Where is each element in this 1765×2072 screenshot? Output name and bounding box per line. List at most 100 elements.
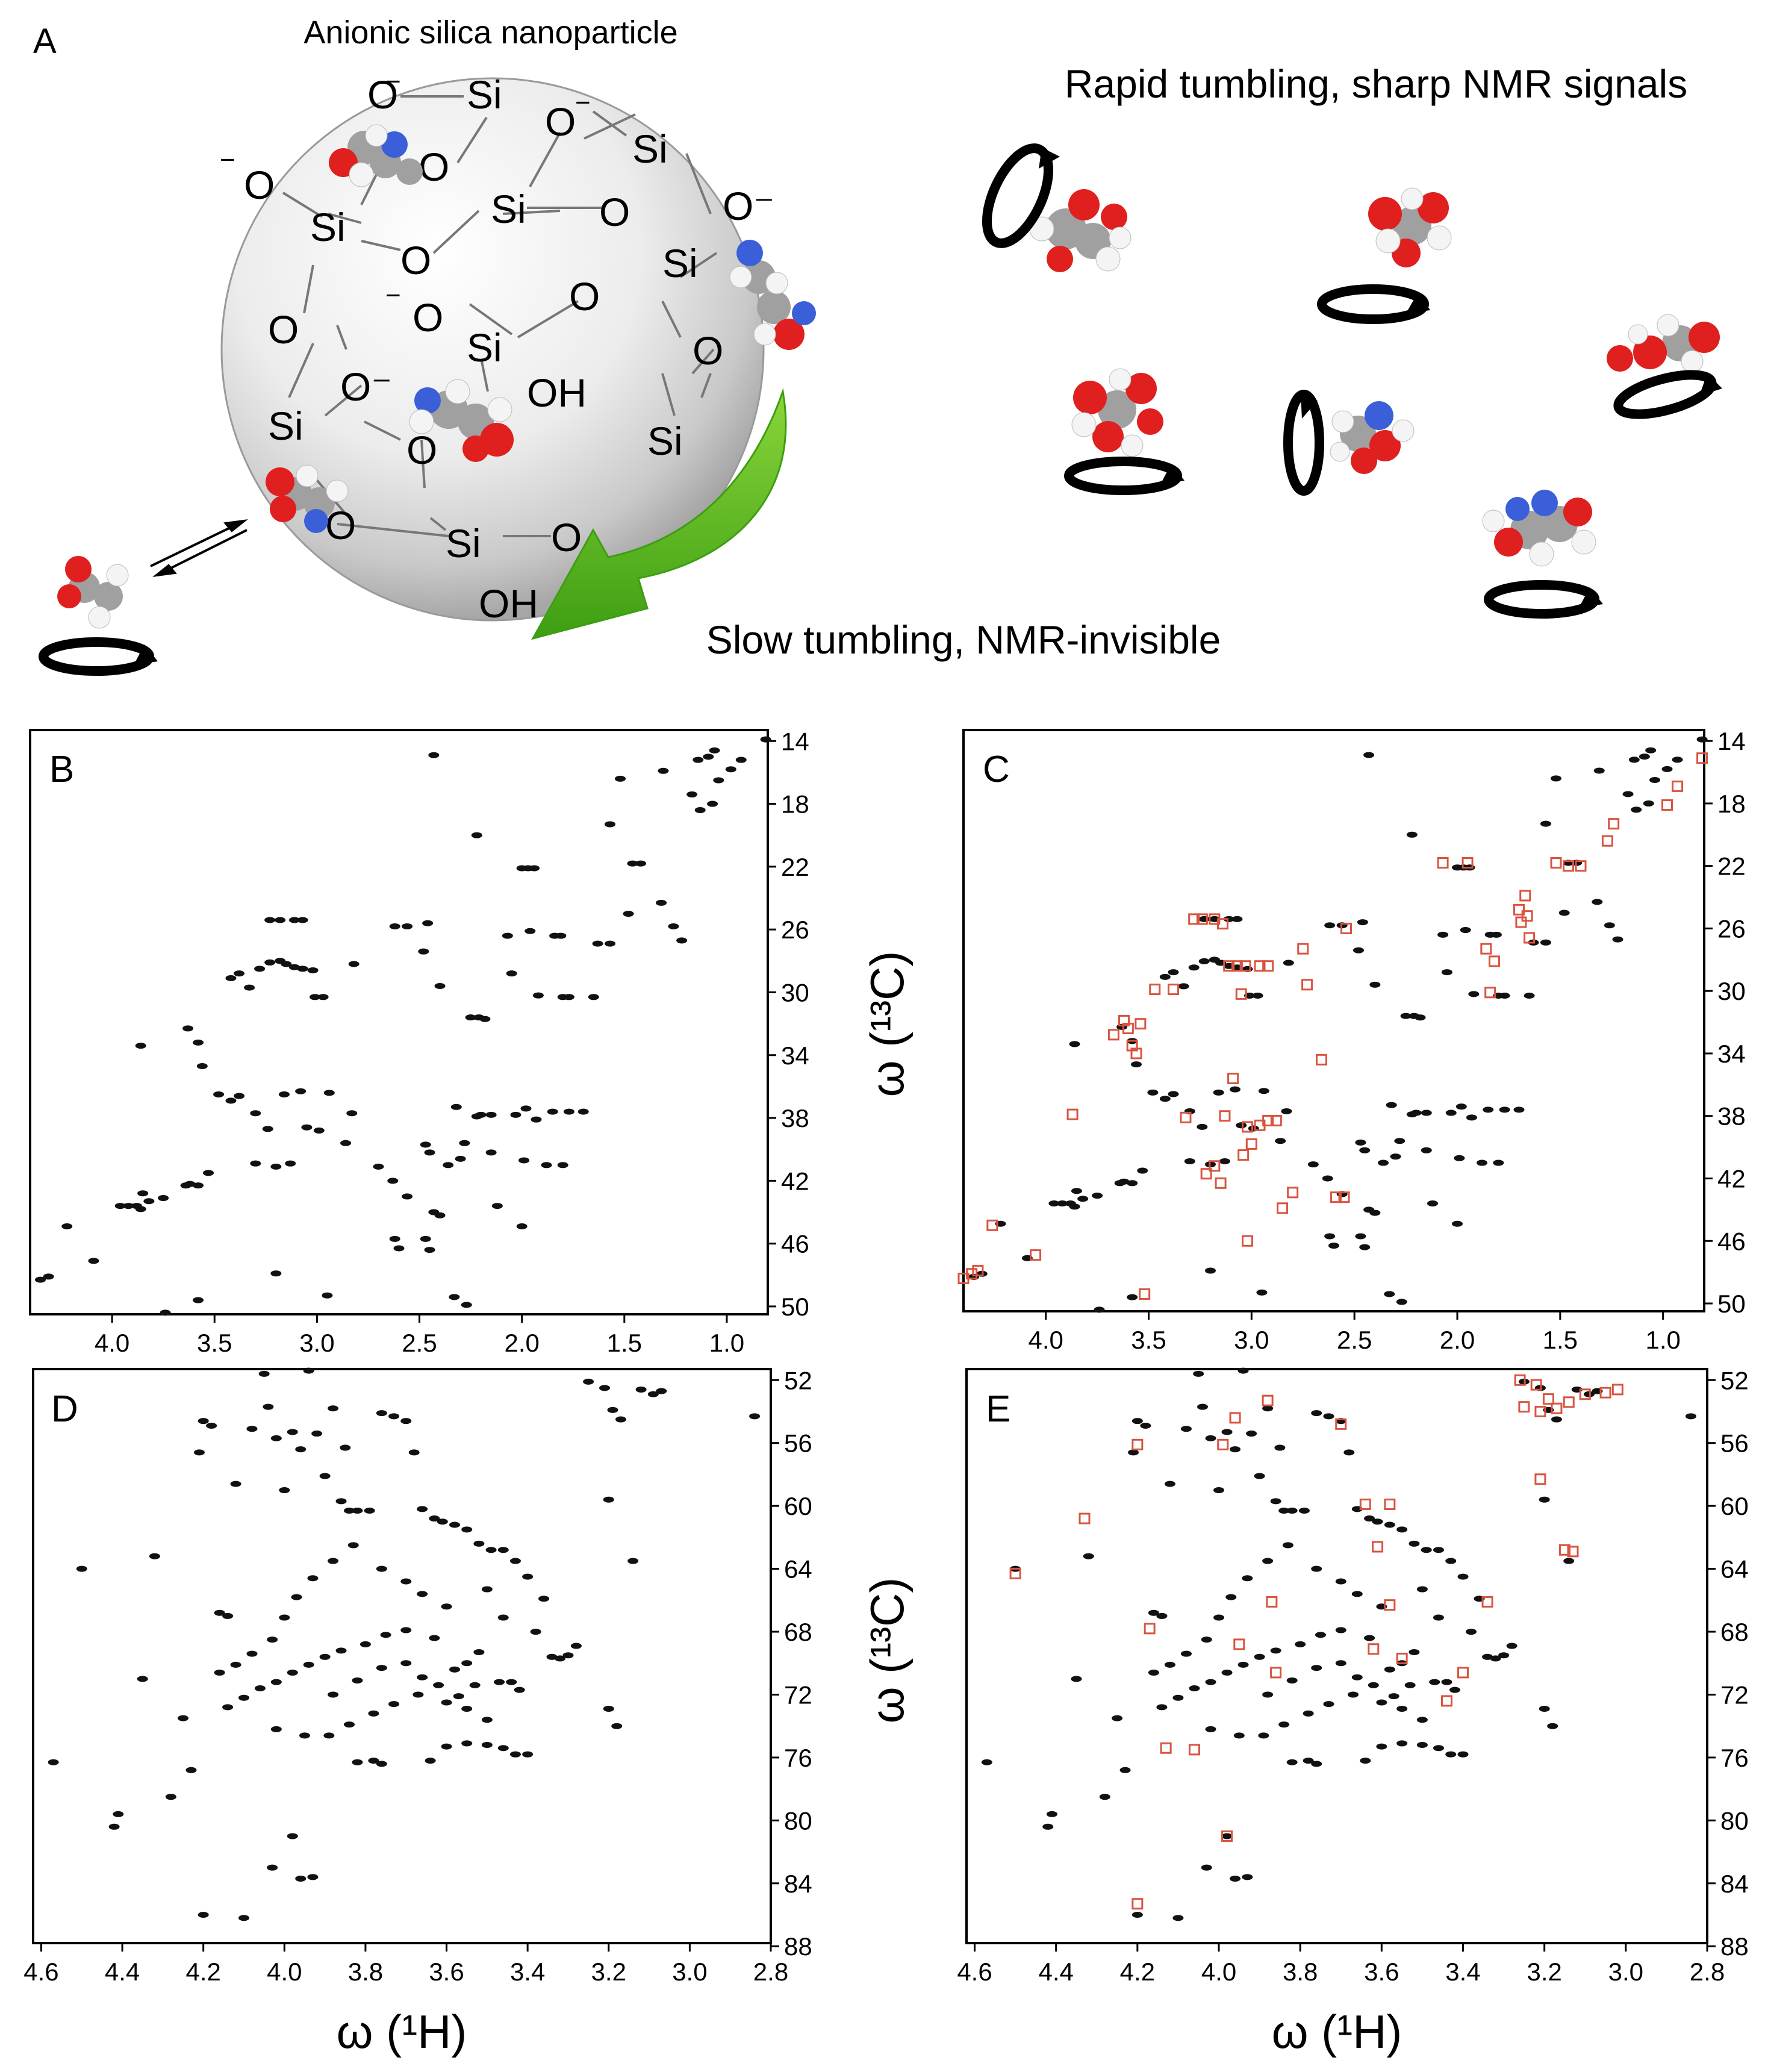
y-tick-label: 42 xyxy=(1717,1165,1746,1193)
nmr-peak xyxy=(291,1594,302,1600)
nmr-peak xyxy=(1262,1558,1274,1564)
nmr-peak xyxy=(1298,1507,1310,1514)
atom-o: O xyxy=(545,99,576,144)
atom-o: O xyxy=(412,295,443,340)
nmr-peak xyxy=(1242,1874,1253,1880)
nmr-peak xyxy=(234,970,245,977)
nmr-peak xyxy=(1311,1665,1322,1671)
nmr-peak xyxy=(424,1149,435,1156)
nmr-peak xyxy=(1180,1650,1192,1657)
equilibrium-arrows-icon xyxy=(150,519,248,577)
panel-b-frame xyxy=(29,729,769,1315)
nmr-peak xyxy=(48,1759,59,1765)
nmr-peak xyxy=(510,1111,521,1118)
nmr-peak xyxy=(149,1553,160,1559)
nmr-peak xyxy=(1696,736,1708,743)
nmr-peak xyxy=(1335,1627,1346,1634)
nmr-peak xyxy=(279,1487,290,1494)
nmr-peak xyxy=(449,1294,460,1300)
assigned-reference-square xyxy=(1514,1374,1526,1386)
assigned-reference-square xyxy=(1301,979,1313,991)
nmr-peak xyxy=(244,984,255,991)
nmr-peak xyxy=(497,1614,509,1621)
nmr-peak xyxy=(473,1540,485,1547)
nmr-peak xyxy=(481,1717,493,1723)
nmr-peak xyxy=(1490,1655,1501,1662)
nmr-peak xyxy=(258,1370,270,1377)
nmr-peak xyxy=(1128,1449,1139,1456)
nmr-peak xyxy=(599,1385,611,1391)
nmr-peak xyxy=(417,1506,428,1512)
atom-o: O xyxy=(569,274,600,319)
nmr-peak xyxy=(449,1666,460,1673)
nmr-peak xyxy=(603,1496,614,1503)
nmr-peak xyxy=(1069,1203,1080,1210)
nmr-peak xyxy=(461,1740,473,1747)
nmr-peak xyxy=(1230,1446,1241,1453)
assigned-reference-square xyxy=(1480,943,1492,955)
assigned-reference-square xyxy=(1340,922,1352,934)
assigned-reference-square xyxy=(1262,1115,1274,1127)
atom-oh: OH xyxy=(527,370,587,415)
nmr-peak xyxy=(1156,1612,1168,1619)
assigned-reference-square xyxy=(1200,1168,1212,1180)
nmr-peak xyxy=(311,1431,323,1437)
nmr-peak xyxy=(238,1694,249,1701)
assigned-reference-square xyxy=(1672,780,1684,792)
nmr-peak xyxy=(1429,1679,1440,1685)
bound-molecule-right xyxy=(729,240,816,350)
panel-d-chart: D 4.6 4.4 4.2 4.0 3.8 3.6 3.4 3.2 3.0 2.8 52 56 60 64… xyxy=(23,1366,812,1986)
nmr-peak xyxy=(615,775,626,782)
nmr-peak xyxy=(531,1116,542,1123)
assigned-reference-square xyxy=(1368,1643,1380,1655)
nmr-peak xyxy=(627,860,638,867)
assigned-reference-square xyxy=(1599,1387,1611,1399)
panel-label-a: A xyxy=(33,22,57,61)
nmr-peak xyxy=(441,1699,452,1706)
assigned-reference-square xyxy=(1233,1638,1245,1650)
free-molecule-4 xyxy=(1071,368,1163,457)
assigned-reference-square xyxy=(1130,1047,1142,1059)
nmr-peak xyxy=(485,1111,497,1118)
nmr-peak xyxy=(570,1643,582,1649)
atom-oh: OH xyxy=(479,581,538,626)
nmr-peak xyxy=(307,967,319,973)
nmr-peak xyxy=(1539,1705,1550,1712)
nmr-peak xyxy=(1482,1653,1493,1660)
nmr-peak xyxy=(1335,1578,1346,1585)
nmr-peak xyxy=(1230,1875,1241,1882)
nmr-peak xyxy=(198,1912,209,1918)
nmr-peak xyxy=(1323,1413,1334,1420)
nmr-peak xyxy=(465,1014,476,1021)
nmr-peak xyxy=(1205,1679,1216,1685)
nmr-peak xyxy=(234,1093,245,1099)
atom-o-minus: O⁻ xyxy=(723,184,774,228)
nmr-peak xyxy=(1416,1742,1428,1749)
nmr-peak xyxy=(1421,1547,1432,1553)
nmr-peak xyxy=(262,1126,273,1132)
nmr-peak xyxy=(368,1710,379,1717)
nmr-peak xyxy=(61,1223,73,1229)
x-tick-label: 4.4 xyxy=(105,1958,140,1986)
nmr-peak xyxy=(1328,1243,1339,1249)
assigned-reference-square xyxy=(1219,1110,1231,1122)
nmr-peak xyxy=(1295,1641,1306,1647)
nmr-peak xyxy=(1551,775,1561,782)
assigned-reference-square xyxy=(1601,835,1613,847)
nmr-peak xyxy=(522,1751,534,1758)
x-tick-label: 1.0 xyxy=(709,1329,744,1357)
nmr-peak xyxy=(676,937,688,944)
nmr-peak xyxy=(1499,992,1510,999)
nmr-peak xyxy=(1148,1609,1159,1616)
nmr-peak xyxy=(529,865,540,872)
assigned-reference-square xyxy=(1484,987,1496,999)
nmr-peak xyxy=(297,966,308,972)
y-tick-label: 38 xyxy=(781,1104,809,1132)
nmr-peak xyxy=(1378,1159,1389,1166)
nmr-peak xyxy=(1396,1526,1408,1533)
x-tick-label: 4.6 xyxy=(23,1958,58,1986)
nmr-peak xyxy=(1132,1418,1143,1424)
nmr-peak xyxy=(420,1235,431,1242)
y-tick-label: 88 xyxy=(1720,1932,1749,1961)
y-tick-label: 18 xyxy=(781,790,809,819)
